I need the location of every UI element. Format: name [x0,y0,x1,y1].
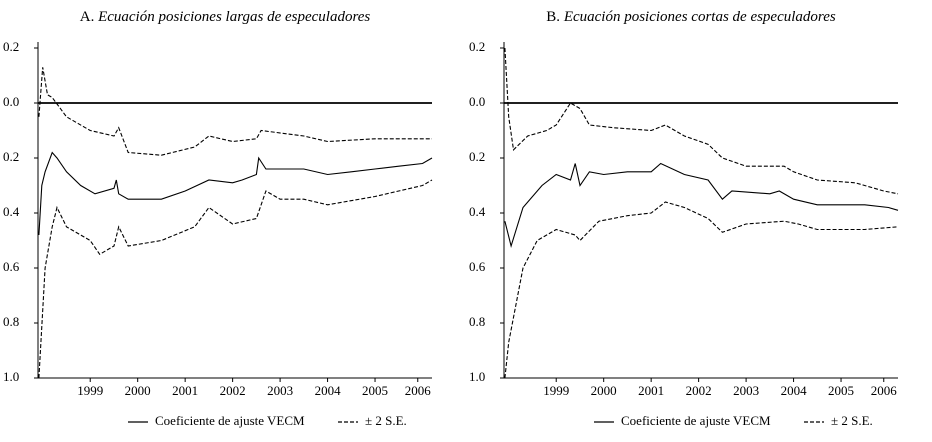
y-tick-label: 0.0 [3,94,19,109]
y-tick-label: 0.0 [469,94,485,109]
band-line [504,47,899,195]
x-tick-label: 1999 [77,383,103,398]
x-tick-label: 2001 [172,383,198,398]
x-tick-label: 2005 [362,383,388,398]
x-tick-label: 2003 [733,383,759,398]
y-tick-label: 1.0 [3,369,19,384]
panel-title: Ecuación posiciones largas de especulado… [97,9,370,25]
panel-title: Ecuación posiciones cortas de especulado… [563,9,836,25]
y-tick-label: 0.6 [469,259,486,274]
x-tick-label: 1999 [543,383,569,398]
x-tick-label: 2005 [828,383,854,398]
y-tick-label: 0.2 [469,149,485,164]
x-tick-label: 2000 [591,383,617,398]
y-tick-label: 0.2 [3,39,19,54]
x-tick-label: 2003 [267,383,293,398]
y-tick-label: 0.4 [469,204,486,219]
x-tick-label: 2001 [638,383,664,398]
panel-label: A. [80,9,95,25]
series-line [504,162,899,249]
y-tick-label: 0.8 [3,314,19,329]
x-tick-label: 2004 [315,383,342,398]
x-tick-label: 2002 [220,383,246,398]
x-tick-label: 2000 [125,383,151,398]
y-tick-label: 0.4 [3,204,20,219]
legend-label: ± 2 S.E. [831,413,873,428]
y-tick-label: 0.2 [3,149,19,164]
x-tick-label: 2002 [686,383,712,398]
y-tick-label: 0.8 [469,314,485,329]
x-tick-label: 2004 [781,383,808,398]
chart-title: A. Ecuación posiciones largas de especul… [80,9,371,25]
series-line [38,151,433,236]
y-tick-label: 0.2 [469,39,485,54]
x-tick-label: 2006 [405,383,432,398]
y-tick-label: 1.0 [469,369,485,384]
band-line [38,179,433,379]
legend-label: Coeficiente de ajuste VECM [621,413,771,428]
panel-label: B. [546,9,560,25]
band-line [38,67,432,156]
band-line [504,201,899,379]
x-tick-label: 2006 [871,383,898,398]
legend-label: Coeficiente de ajuste VECM [155,413,305,428]
legend-label: ± 2 S.E. [365,413,407,428]
y-tick-label: 0.6 [3,259,20,274]
chart-title: B. Ecuación posiciones cortas de especul… [546,9,836,25]
